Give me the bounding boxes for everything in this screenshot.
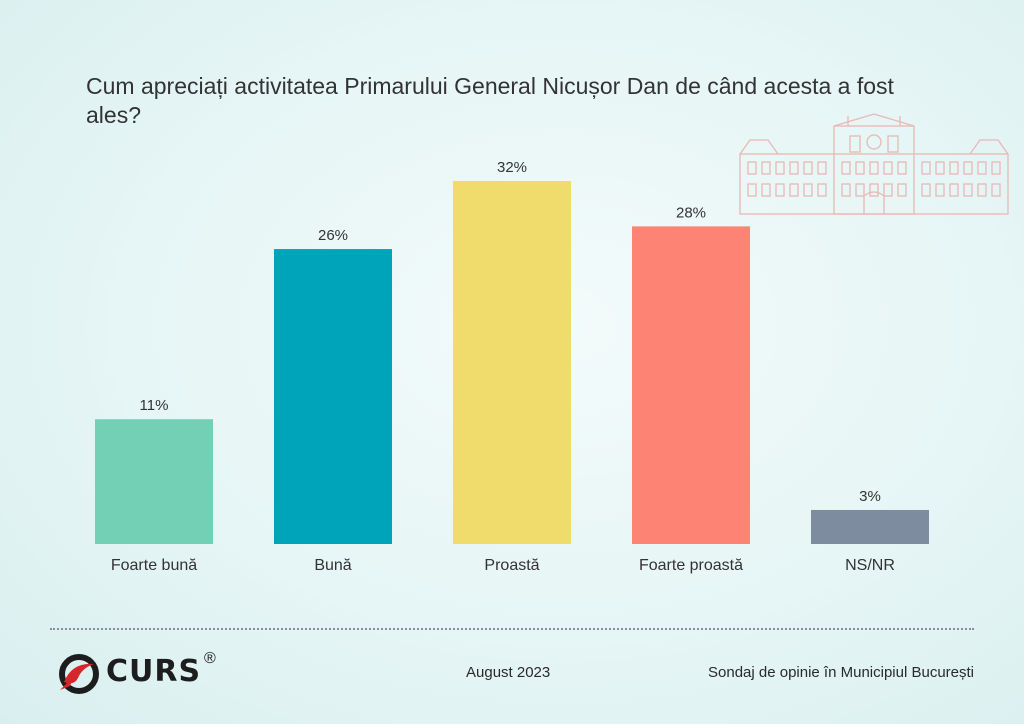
category-label: NS/NR [845,557,895,574]
bar-value-label: 28% [676,204,706,221]
curs-logo: CURS ® [56,650,236,696]
bar-value-label: 32% [497,159,527,176]
category-label: Proastă [484,557,539,574]
logo-wordmark: CURS [106,654,202,689]
category-label: Foarte bună [111,557,197,574]
city-hall-illustration-icon [739,113,1009,215]
survey-date: August 2023 [466,664,551,681]
survey-source: Sondaj de opinie în Municipiul București [708,664,974,681]
bar-5 [811,509,929,544]
registered-mark: ® [204,650,216,667]
bar-2 [274,249,392,544]
bar-4 [632,226,750,544]
category-label: Foarte proastă [639,557,743,574]
footer-divider [50,628,974,630]
bar-3 [453,181,571,544]
curs-logo-icon [59,654,99,694]
bar-value-label: 11% [140,397,169,414]
bar-value-label: 3% [859,488,881,505]
bar-1 [95,419,213,544]
chart-title: Cum apreciați activitatea Primarului Gen… [86,73,894,128]
bar-value-label: 26% [318,227,348,244]
category-label: Bună [314,557,351,574]
